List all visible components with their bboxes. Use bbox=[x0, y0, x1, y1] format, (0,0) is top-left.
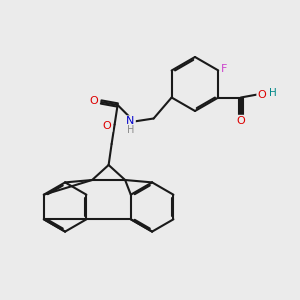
Text: O: O bbox=[103, 121, 112, 131]
Text: O: O bbox=[257, 89, 266, 100]
Text: F: F bbox=[220, 64, 227, 74]
Text: O: O bbox=[89, 95, 98, 106]
Text: N: N bbox=[126, 116, 135, 127]
Text: O: O bbox=[236, 116, 245, 126]
Text: H: H bbox=[127, 125, 134, 135]
Text: H: H bbox=[268, 88, 276, 98]
